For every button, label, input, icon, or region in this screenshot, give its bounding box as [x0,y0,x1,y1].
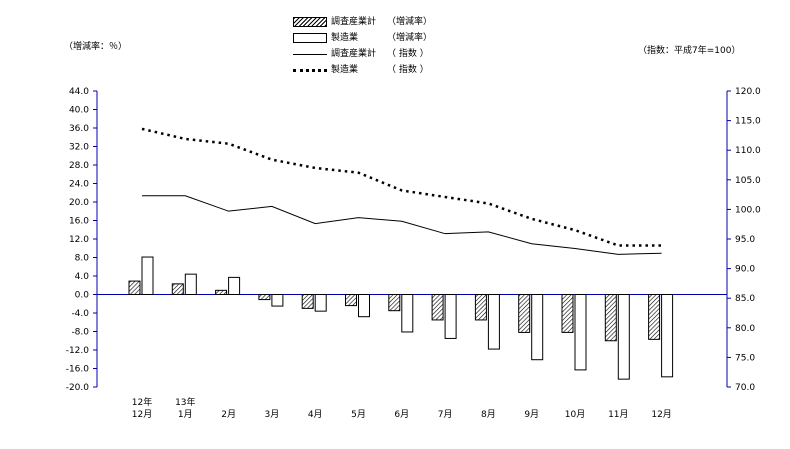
bar-manufacturing-rate [358,294,370,318]
x-tick-label-month: 7月 [438,409,453,420]
x-tick-label-month: 12月 [651,409,671,420]
right-tick-label: 120.0 [735,87,761,97]
left-tick-label: 20.0 [69,198,89,208]
bar-manufacturing-rate [531,294,544,361]
right-tick-label: 90.0 [735,265,755,275]
legend-swatch-white [293,33,327,43]
left-axis-unit: （増減率：％） [64,42,128,52]
left-tick-label: 36.0 [69,124,89,134]
bar-manufacturing-rate [271,294,284,307]
bar-industry-rate [215,289,228,295]
legend-label: 製造業 [331,65,359,75]
left-tick-label: -12.0 [66,346,90,356]
left-tick-label: 24.0 [69,180,89,190]
legend-label: 調査産業計 [331,17,377,27]
bar-industry-rate [171,283,184,295]
left-tick-label: -20.0 [66,383,90,393]
legend-item-manufacturing-index: 製造業 （ 指数 ） [293,62,432,78]
x-tick-label-year: 12年 [132,396,152,408]
left-tick-label: 12.0 [69,235,89,245]
left-tick-label: -16.0 [66,365,90,375]
x-tick-label-month: 8月 [481,409,496,420]
left-tick-label: -8.0 [71,328,89,338]
bar-manufacturing-rate [228,276,241,296]
left-tick-label: 40.0 [69,106,89,116]
bar-manufacturing-rate [661,294,674,378]
right-tick-label: 110.0 [735,146,761,156]
line-industry-index [142,195,662,255]
bar-industry-rate [128,280,141,295]
bar-industry-rate [431,294,444,321]
bar-manufacturing-rate [401,294,414,333]
right-tick-label: 85.0 [735,294,755,304]
right-tick-label: 115.0 [735,117,761,127]
x-tick-label-month: 10月 [565,409,585,420]
right-axis-unit: （指数：平成7年=100） [638,46,741,56]
right-tick-label: 100.0 [735,205,761,215]
right-tick-label: 70.0 [735,383,755,393]
x-tick-label-month: 6月 [394,409,409,420]
bar-industry-rate [604,294,617,342]
legend-kind: （ 指数 ） [387,49,429,59]
x-tick-label-month: 5月 [351,409,366,420]
bar-industry-rate [561,294,574,333]
x-tick-label-month: 4月 [308,409,323,420]
bar-manufacturing-rate [314,294,327,312]
legend-label: 調査産業計 [331,49,377,59]
bar-industry-rate [474,294,487,321]
line-manufacturing-index [141,127,662,247]
bar-industry-rate [648,294,661,340]
left-tick-label: 16.0 [69,217,89,227]
left-tick-label: 44.0 [69,87,89,97]
bar-manufacturing-rate [184,273,197,295]
x-tick-label-month: 12月 [132,409,152,420]
left-tick-label: 0.0 [75,291,90,301]
right-tick-label: 105.0 [735,176,761,186]
left-tick-label: 8.0 [75,254,90,264]
x-tick-label-year: 13年 [175,396,195,408]
right-tick-label: 75.0 [735,353,755,363]
right-tick-label: 80.0 [735,324,755,334]
legend-item-industry-rate: 調査産業計 （増減率） [293,14,432,30]
legend: 調査産業計 （増減率） 製造業 （増減率） 調査産業計 （ 指数 ） 製造業 （… [293,14,432,78]
bar-industry-rate [301,294,314,309]
legend-item-industry-index: 調査産業計 （ 指数 ） [293,46,432,62]
bar-industry-rate [345,294,357,307]
x-tick-label-month: 3月 [265,409,280,420]
bar-manufacturing-rate [617,294,630,380]
x-tick-label-month: 2月 [221,409,236,420]
left-tick-label: 28.0 [69,161,89,171]
legend-kind: （ 指数 ） [387,65,429,75]
left-tick-label: 4.0 [75,272,90,282]
bar-manufacturing-rate [487,294,500,350]
bar-manufacturing-rate [141,256,154,296]
bar-manufacturing-rate [574,294,587,371]
legend-swatch-dotted-line [293,68,327,72]
bar-industry-rate [518,294,531,333]
bar-manufacturing-rate [444,294,457,339]
legend-swatch-solid-line [293,53,327,55]
legend-item-manufacturing-rate: 製造業 （増減率） [293,30,432,46]
bar-industry-rate [388,294,401,312]
legend-kind: （増減率） [387,33,433,43]
x-tick-label-month: 11月 [608,409,628,420]
x-tick-label-month: 9月 [524,409,539,420]
bar-industry-rate [258,294,271,301]
legend-kind: （増減率） [387,17,433,27]
legend-label: 製造業 [331,33,359,43]
left-tick-label: -4.0 [71,309,89,319]
x-tick-label-month: 1月 [178,409,193,420]
legend-swatch-hatched [293,17,327,27]
left-tick-label: 32.0 [69,143,89,153]
right-tick-label: 95.0 [735,235,755,245]
